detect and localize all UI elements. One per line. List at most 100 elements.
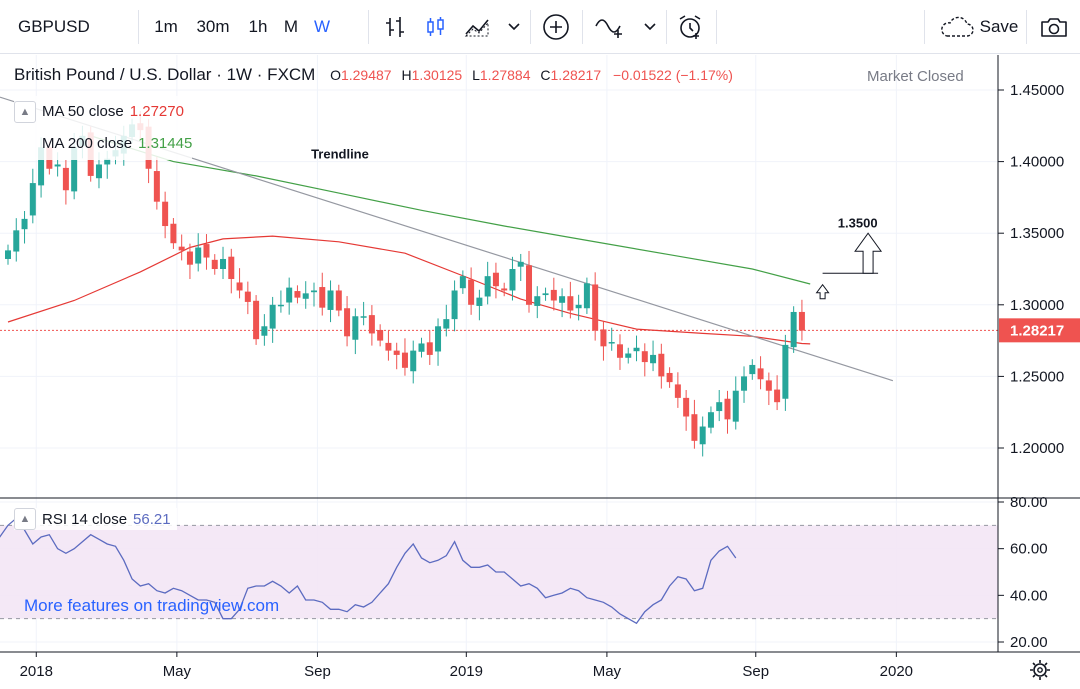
candle (666, 372, 673, 383)
candle (220, 258, 227, 269)
rsi-value: 56.21 (133, 510, 171, 528)
time-tick-label: Sep (742, 663, 769, 680)
candles (5, 111, 805, 457)
low-value: 1.27884 (479, 67, 531, 83)
candle (741, 376, 748, 391)
high-label: H (401, 67, 412, 83)
collapse-icon[interactable]: ▲ (14, 508, 36, 530)
ma50-label: MA 50 close (42, 103, 124, 120)
candle (542, 293, 549, 296)
ma200-line (90, 135, 811, 285)
candle (757, 368, 764, 380)
interval-30m[interactable]: 30m (196, 17, 230, 36)
area-chart-icon[interactable] (460, 0, 496, 54)
candle (302, 293, 309, 299)
candle (286, 287, 293, 303)
candle (707, 412, 714, 428)
interval-month[interactable]: M (283, 17, 299, 36)
plus-circle-icon[interactable] (538, 0, 574, 54)
toolbar-divider (716, 10, 717, 44)
market-status: Market Closed (867, 68, 964, 85)
rsi-tick-label: 80.00 (1010, 494, 1048, 511)
candle (699, 426, 706, 445)
time-tick-label: May (593, 663, 622, 680)
candle (592, 284, 599, 331)
ma200-legend[interactable]: MA 200 close 1.31445 (14, 128, 192, 160)
candle (476, 297, 483, 306)
candle (195, 247, 202, 264)
interval-1m[interactable]: 1m (154, 17, 178, 36)
candle (153, 171, 160, 202)
toolbar-divider (368, 10, 369, 44)
rsi-tick-label: 20.00 (1010, 634, 1048, 651)
ma50-value: 1.27270 (129, 103, 184, 120)
cloud-save-icon (940, 16, 974, 37)
close-label: C (540, 67, 551, 83)
chevron-down-icon[interactable] (502, 0, 526, 54)
time-axis[interactable]: 2018 May Sep 2019 May Sep 2020 (20, 652, 913, 680)
target-annotation: 1.3500 (838, 215, 878, 230)
rsi-label: RSI 14 close (42, 510, 128, 528)
collapse-icon[interactable]: ▲ (14, 101, 36, 123)
candle (732, 390, 739, 422)
small-up-arrow-icon (815, 283, 830, 300)
candle (517, 261, 524, 267)
candle (269, 304, 276, 329)
ma50-legend[interactable]: ▲ MA 50 close 1.27270 (14, 96, 192, 128)
toolbar-divider (666, 10, 667, 44)
save-button[interactable]: Save (932, 0, 1024, 54)
open-value: 1.29487 (340, 67, 392, 83)
candle (385, 342, 392, 351)
symbol-search[interactable]: GBPUSD (18, 17, 90, 36)
time-tick-label: 2020 (880, 663, 913, 680)
price-axis[interactable]: 1.45000 1.40000 1.35000 1.30000 1.25000 1.200… (998, 82, 1064, 457)
candle (29, 183, 36, 216)
save-label: Save (979, 17, 1019, 36)
toolbar-divider (1026, 10, 1027, 44)
candle (244, 291, 251, 302)
chevron-down-icon[interactable] (638, 0, 662, 54)
tradingview-link[interactable]: More features on tradingview.com (24, 596, 280, 615)
candle (616, 344, 623, 358)
price-chart[interactable]: Trendline 1.3500 1.450001.400001.350001.… (0, 55, 1080, 689)
candle (608, 342, 615, 344)
indicator-legend: ▲ MA 50 close 1.27270 MA 200 close 1.314… (14, 96, 193, 160)
alarm-clock-icon[interactable] (672, 0, 708, 54)
trendline-annotation: Trendline (311, 147, 369, 162)
candle (459, 276, 466, 289)
candle-chart-icon[interactable] (420, 0, 452, 54)
change-value: −0.01522 (−1.17%) (613, 67, 733, 83)
interval-week[interactable]: W (313, 17, 331, 36)
camera-icon[interactable] (1034, 0, 1074, 54)
candle (658, 353, 665, 377)
rsi-axis: 80.00 60.00 40.00 20.00 (998, 494, 1048, 651)
last-price-label (999, 318, 1080, 343)
candle (451, 290, 458, 320)
price-tick-label: 1.45000 (1010, 82, 1064, 99)
low-label: L (472, 67, 480, 83)
indicator-icon[interactable] (590, 0, 630, 54)
candle (38, 147, 45, 186)
time-tick-label: Sep (304, 663, 331, 680)
rsi-legend[interactable]: ▲ RSI 14 close 56.21 (14, 508, 177, 530)
candle (162, 201, 169, 227)
candle (749, 364, 756, 375)
rsi-tick-label: 60.00 (1010, 541, 1048, 558)
candle (435, 326, 442, 352)
candle (277, 304, 284, 307)
candle (492, 272, 499, 287)
settings-gear-icon[interactable] (1030, 660, 1050, 680)
price-tick-label: 1.40000 (1010, 154, 1064, 171)
candle (13, 230, 20, 252)
candle (559, 296, 566, 303)
toolbar-divider (582, 10, 583, 44)
candle (426, 342, 433, 355)
candle (716, 402, 723, 412)
candle (410, 350, 417, 372)
candle (170, 223, 177, 244)
candle (203, 244, 210, 258)
bar-chart-icon[interactable] (380, 0, 412, 54)
interval-1h[interactable]: 1h (248, 17, 268, 36)
candle (443, 319, 450, 329)
chart-title: British Pound / U.S. Dollar · 1W · FXCM (14, 65, 316, 84)
